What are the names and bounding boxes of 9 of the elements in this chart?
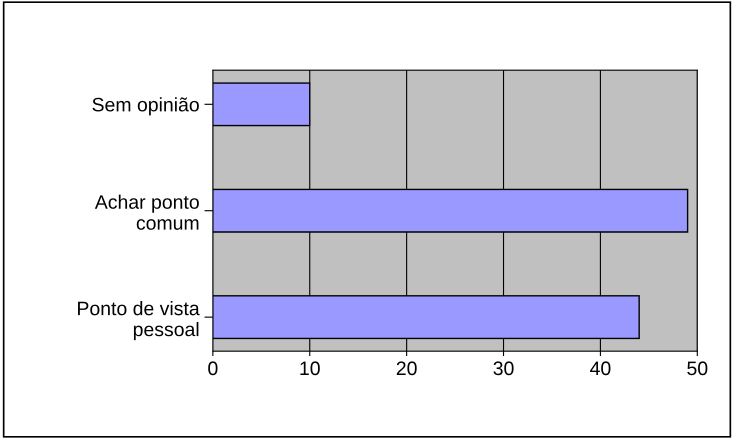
x-tick-label: 50	[687, 361, 708, 376]
y-tick-label: Achar ponto comum	[94, 194, 199, 230]
x-tick-label: 30	[493, 361, 514, 376]
x-tick-label: 10	[300, 361, 320, 376]
x-tick-label: 40	[590, 361, 610, 376]
x-tick-label: 0	[208, 361, 218, 376]
y-tick-label: Ponto de vista pessoal	[78, 301, 200, 340]
x-tick-label: 20	[396, 361, 417, 376]
y-tick-label: Sem opinião	[92, 97, 199, 116]
